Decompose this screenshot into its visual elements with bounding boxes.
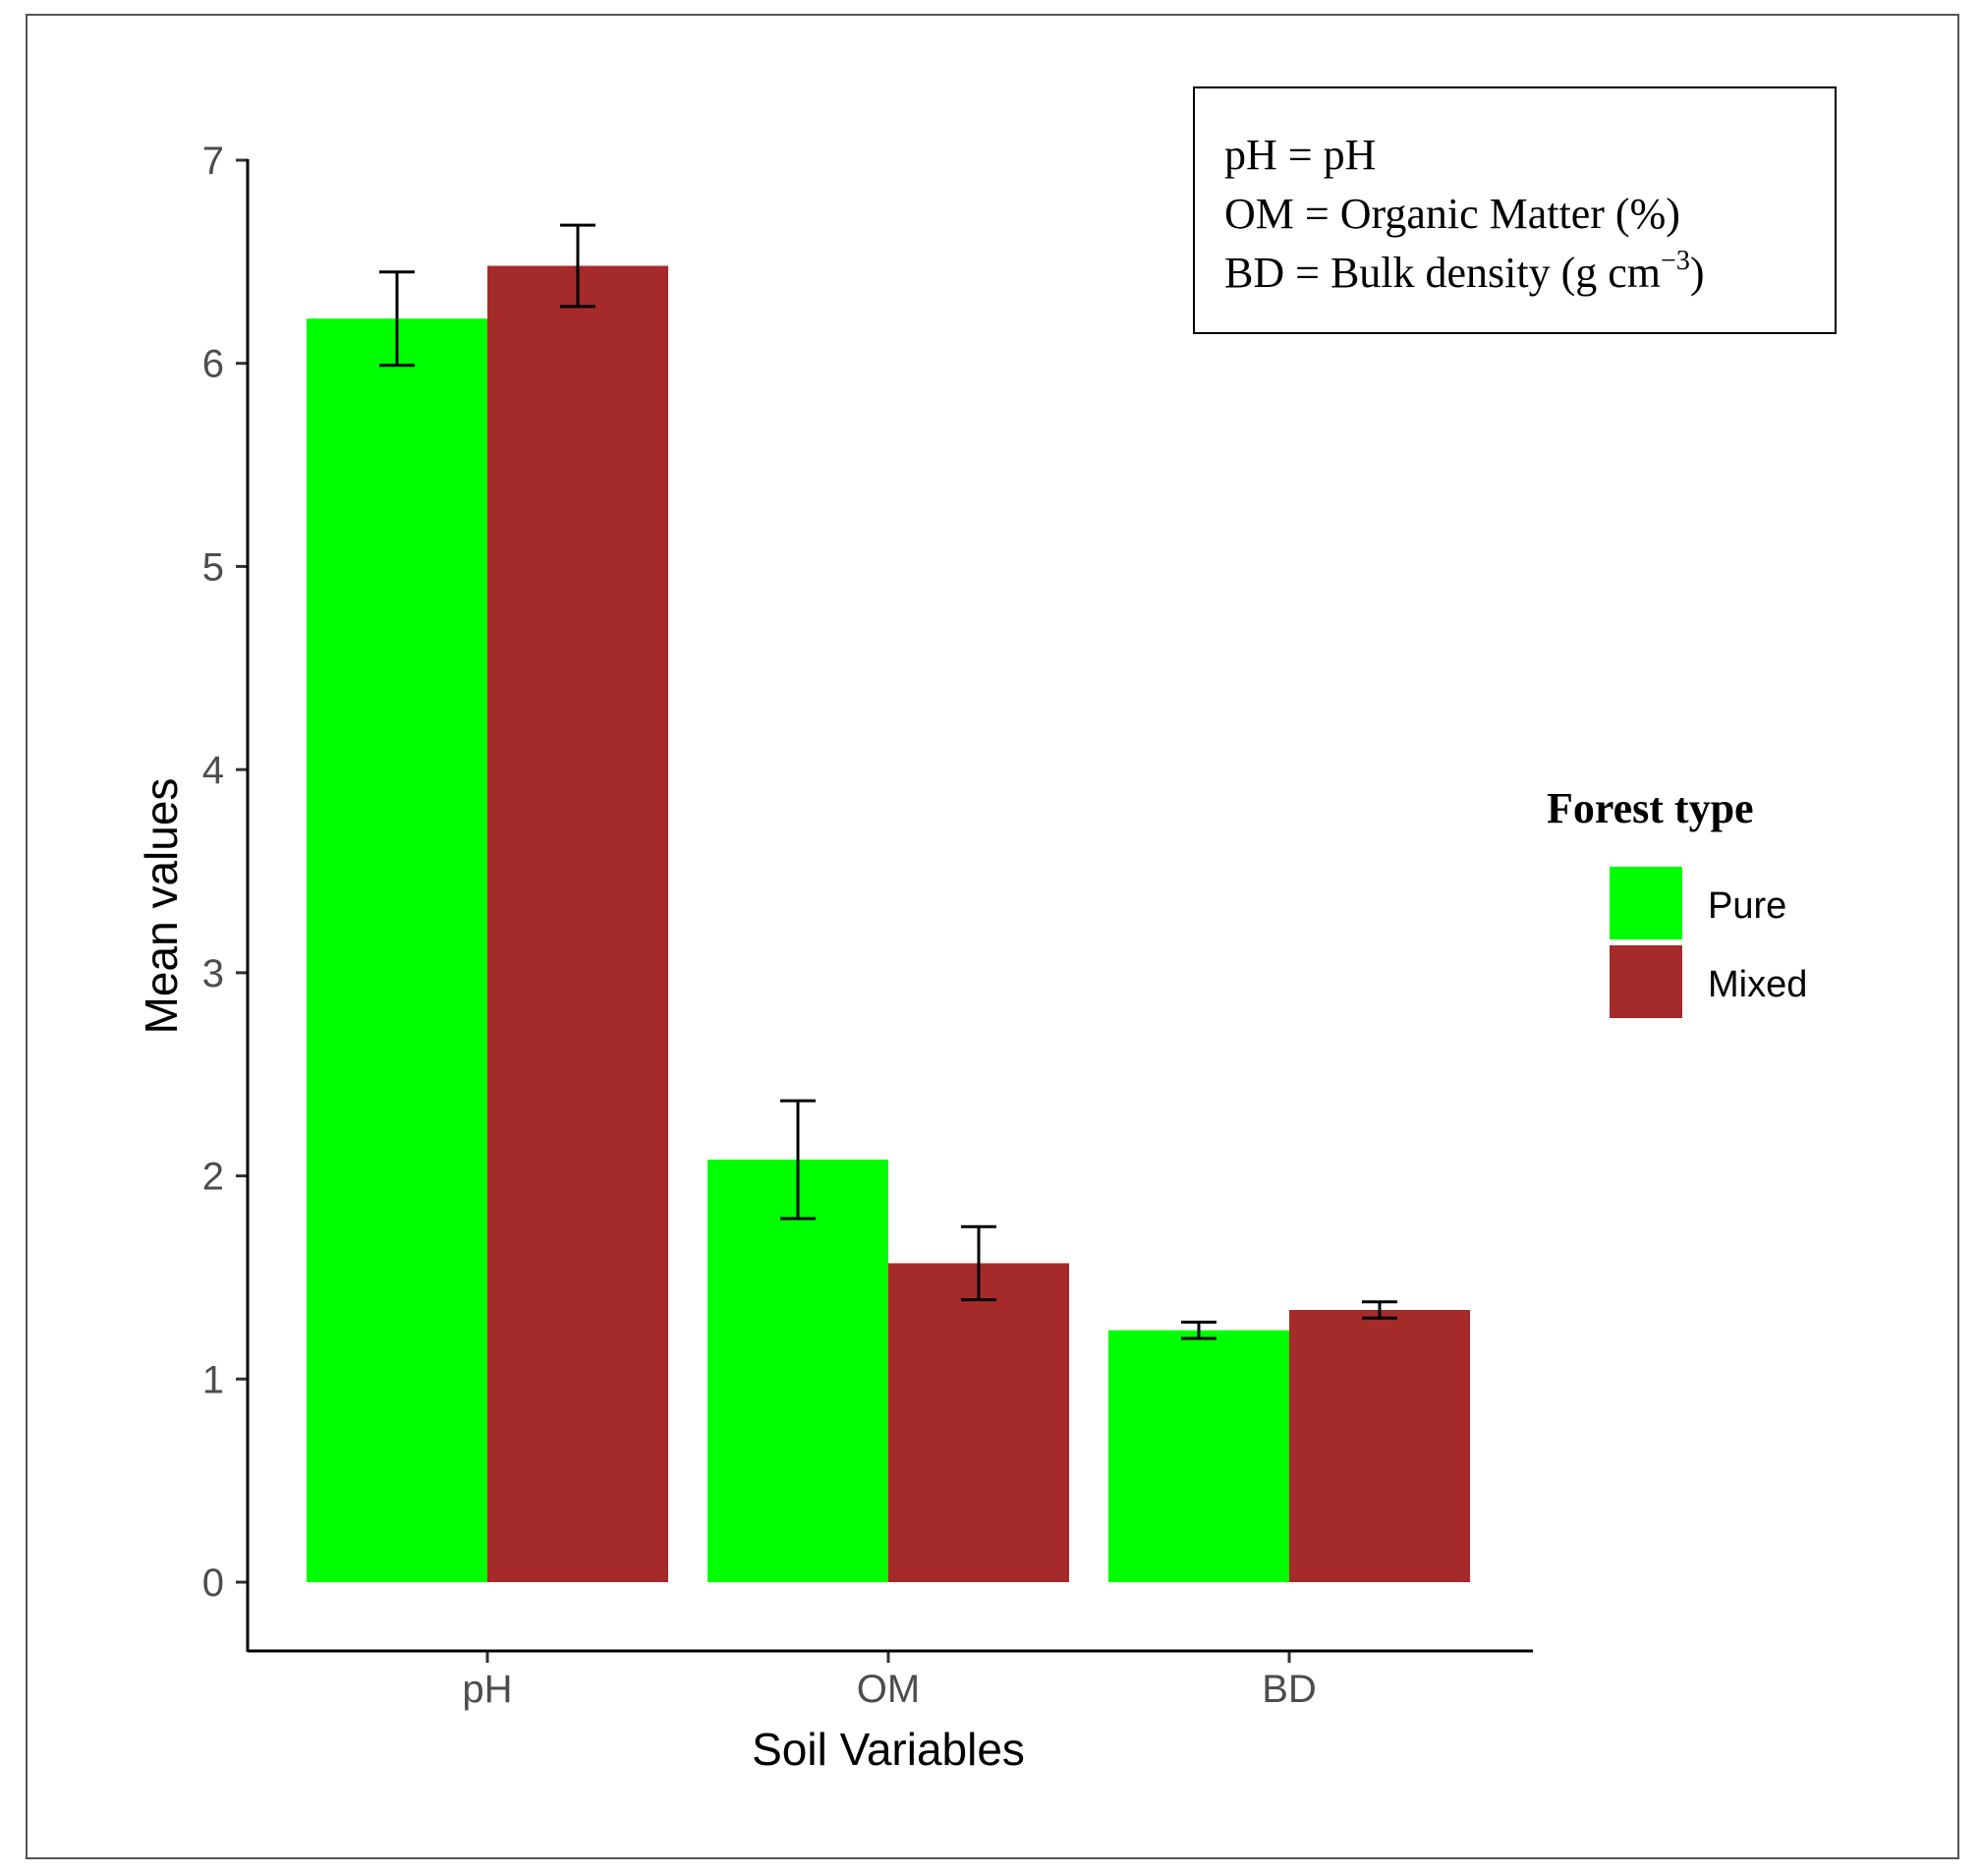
bar-pure-bd	[1108, 1330, 1289, 1582]
y-tick-label: 6	[202, 343, 224, 386]
bar-pure-ph	[307, 318, 487, 1582]
y-axis-ticks: 0 1 2 3 4 5 6 7	[202, 140, 248, 1605]
y-tick-label: 4	[202, 749, 224, 792]
x-axis-title: Soil Variables	[752, 1724, 1025, 1775]
note-box-border	[1193, 86, 1837, 334]
y-tick-label: 5	[202, 545, 224, 589]
x-tick-label-ph: pH	[462, 1668, 512, 1711]
note-line-ph: pH = pH	[1224, 131, 1376, 179]
y-tick-label: 3	[202, 952, 224, 995]
y-tick-label: 2	[202, 1156, 224, 1199]
legend-swatch-mixed	[1610, 945, 1682, 1018]
x-tick-label-om: OM	[857, 1668, 920, 1711]
y-axis-title: Mean values	[136, 778, 187, 1035]
x-tick-label-bd: BD	[1262, 1668, 1317, 1711]
bar-mixed-ph	[487, 265, 668, 1582]
bar-mixed-om	[888, 1263, 1069, 1582]
note-line-bd: BD = Bulk density (g cm−3)	[1224, 246, 1704, 297]
legend-swatch-pure	[1610, 867, 1682, 939]
bar-pure-om	[708, 1160, 888, 1582]
y-tick-label: 7	[202, 140, 224, 183]
bars	[307, 265, 1470, 1582]
x-axis-ticks: pH OM BD	[462, 1651, 1317, 1711]
legend-title: Forest type	[1547, 784, 1754, 832]
error-bars	[379, 223, 1397, 1340]
y-tick-label: 1	[202, 1358, 224, 1401]
abbreviation-note-box: pH = pH OM = Organic Matter (%) BD = Bul…	[1193, 86, 1837, 334]
bar-mixed-bd	[1289, 1310, 1470, 1582]
note-line-om: OM = Organic Matter (%)	[1224, 190, 1680, 238]
legend-label-mixed: Mixed	[1708, 964, 1807, 1005]
legend: Forest type Pure Mixed	[1547, 784, 1807, 1018]
y-tick-label: 0	[202, 1562, 224, 1605]
legend-label-pure: Pure	[1708, 885, 1786, 927]
